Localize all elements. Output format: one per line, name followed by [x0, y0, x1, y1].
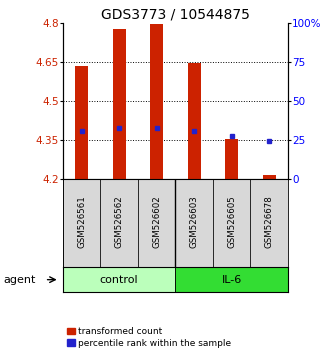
- Text: GSM526605: GSM526605: [227, 195, 236, 248]
- Bar: [188, 63, 201, 179]
- Text: GSM526603: GSM526603: [190, 195, 199, 248]
- Legend: transformed count, percentile rank within the sample: transformed count, percentile rank withi…: [68, 327, 231, 348]
- Text: control: control: [100, 275, 138, 285]
- Bar: [75, 66, 88, 179]
- Bar: [262, 175, 276, 179]
- Bar: [175, 267, 288, 292]
- Text: GSM526602: GSM526602: [152, 195, 161, 248]
- Bar: [225, 138, 238, 179]
- Bar: [113, 29, 126, 179]
- Bar: [175, 179, 213, 267]
- Text: IL-6: IL-6: [221, 275, 242, 285]
- Bar: [251, 179, 288, 267]
- Text: GSM526678: GSM526678: [265, 195, 274, 248]
- Text: GSM526561: GSM526561: [77, 195, 86, 248]
- Bar: [100, 179, 138, 267]
- Bar: [63, 267, 175, 292]
- Bar: [138, 179, 175, 267]
- Text: agent: agent: [3, 275, 36, 285]
- Text: GSM526562: GSM526562: [115, 195, 124, 248]
- Bar: [150, 24, 163, 179]
- Bar: [63, 179, 100, 267]
- Title: GDS3773 / 10544875: GDS3773 / 10544875: [101, 8, 250, 22]
- Bar: [213, 179, 251, 267]
